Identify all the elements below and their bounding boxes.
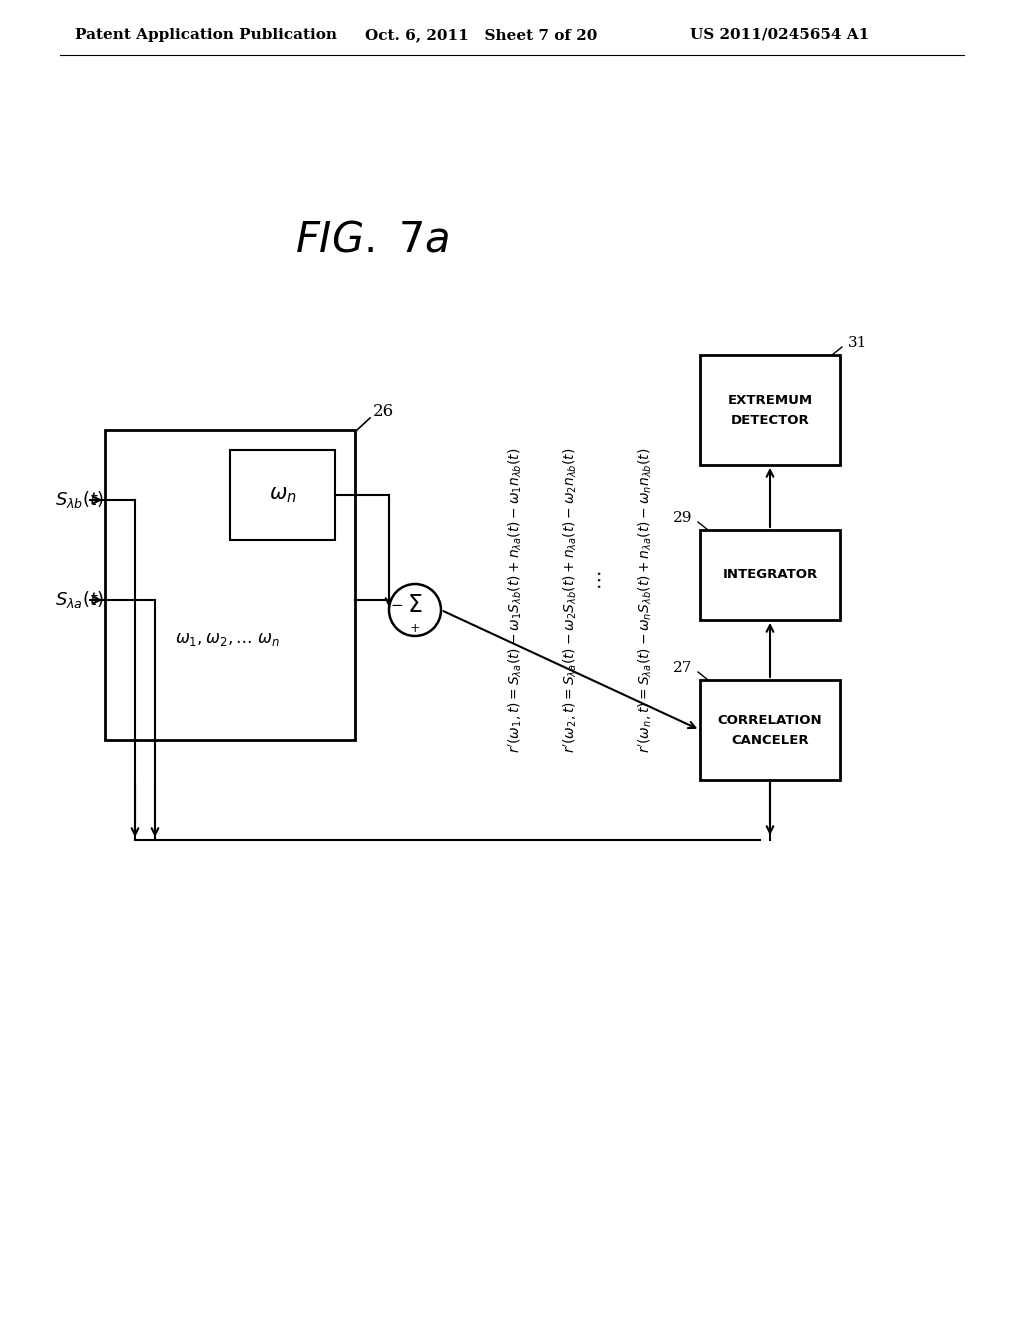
Bar (230, 450, 335, 540)
Bar (700, 355, 840, 465)
Text: 31: 31 (848, 337, 867, 350)
Text: DETECTOR: DETECTOR (731, 413, 809, 426)
Text: $\omega_n$: $\omega_n$ (268, 486, 296, 504)
Text: $S_{\lambda b}(t)$: $S_{\lambda b}(t)$ (55, 490, 103, 511)
Text: $\omega_1, \omega_2, \ldots\ \omega_n$: $\omega_1, \omega_2, \ldots\ \omega_n$ (175, 631, 281, 648)
Text: EXTREMUM: EXTREMUM (727, 393, 813, 407)
Text: Patent Application Publication: Patent Application Publication (75, 28, 337, 42)
Bar (700, 531, 840, 620)
Bar (700, 680, 840, 780)
Text: $S_{\lambda a}(t)$: $S_{\lambda a}(t)$ (55, 590, 103, 610)
Text: $r'(\omega_1, t) = S_{\lambda a}(t) - \omega_1 S_{\lambda b}(t) + n_{\lambda a}(: $r'(\omega_1, t) = S_{\lambda a}(t) - \o… (506, 447, 524, 752)
Text: $\cdots$: $\cdots$ (591, 570, 609, 590)
Text: $\it{FIG.}$ $\it{7a}$: $\it{FIG.}$ $\it{7a}$ (295, 219, 450, 261)
Text: 29: 29 (673, 511, 692, 525)
Bar (105, 430, 355, 741)
Text: 27: 27 (673, 661, 692, 675)
Text: +: + (410, 622, 420, 635)
Text: $\Sigma$: $\Sigma$ (408, 594, 423, 618)
Text: $r'(\omega_n, t) = S_{\lambda a}(t) - \omega_n S_{\lambda b}(t) + n_{\lambda a}(: $r'(\omega_n, t) = S_{\lambda a}(t) - \o… (636, 447, 653, 752)
Text: 26: 26 (373, 404, 394, 421)
Text: Oct. 6, 2011   Sheet 7 of 20: Oct. 6, 2011 Sheet 7 of 20 (365, 28, 597, 42)
Text: CANCELER: CANCELER (731, 734, 809, 747)
Text: INTEGRATOR: INTEGRATOR (722, 569, 817, 582)
Text: CORRELATION: CORRELATION (718, 714, 822, 726)
Text: $r'(\omega_2, t) = S_{\lambda a}(t) - \omega_2 S_{\lambda b}(t) + n_{\lambda a}(: $r'(\omega_2, t) = S_{\lambda a}(t) - \o… (561, 447, 579, 752)
Circle shape (389, 583, 441, 636)
Text: −: − (390, 599, 403, 612)
Text: US 2011/0245654 A1: US 2011/0245654 A1 (690, 28, 869, 42)
